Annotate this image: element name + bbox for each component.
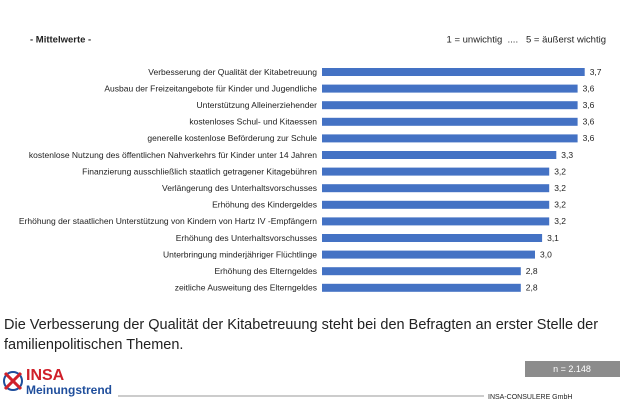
caption-line: familienpolitischen Themen. <box>4 337 183 353</box>
category-label: Verbesserung der Qualität der Kitabetreu… <box>148 67 317 77</box>
value-label: 3,2 <box>554 216 566 226</box>
bar <box>322 250 535 259</box>
category-label: generelle kostenlose Beförderung zur Sch… <box>147 133 317 143</box>
bar <box>322 217 550 226</box>
value-label: 2,8 <box>526 283 538 293</box>
sample-size: n = 2.148 <box>553 364 591 374</box>
bar <box>322 167 550 176</box>
category-label: Erhöhung des Kindergeldes <box>212 200 317 210</box>
footer: INSA-CONSULERE GmbH <box>488 394 572 401</box>
value-label: 3,2 <box>554 183 566 193</box>
category-label: Ausbau der Freizeitangebote für Kinder u… <box>104 83 317 93</box>
logo-ring <box>3 371 23 391</box>
value-label: 3,6 <box>583 83 595 93</box>
value-label: 3,2 <box>554 200 566 210</box>
value-label: 3,3 <box>561 150 573 160</box>
scale-note: 1 = unwichtig .... 5 = äußerst wichtig <box>447 35 606 46</box>
logo-cross <box>3 371 23 391</box>
value-label: 3,6 <box>583 133 595 143</box>
value-label: 3,6 <box>583 117 595 127</box>
bar <box>322 134 578 143</box>
bar <box>322 68 585 76</box>
category-label: kostenloses Schul- und Kitaessen <box>189 117 317 127</box>
bar <box>322 267 521 276</box>
logo-name: INSA <box>26 367 65 384</box>
value-label: 2,8 <box>526 266 538 276</box>
bar <box>322 117 578 126</box>
category-label: Erhöhung des Unterhaltsvorschusses <box>176 233 317 243</box>
value-label: 3,7 <box>590 67 602 77</box>
sample-box <box>525 361 620 377</box>
category-label: Unterstützung Alleinerziehender <box>197 100 318 110</box>
logo-tagline: Meinungstrend <box>26 383 112 397</box>
category-label: Unterbringung minderjähriger Flüchtlinge <box>163 249 317 259</box>
value-label: 3,1 <box>547 233 559 243</box>
bar <box>322 101 578 110</box>
chart-title: - Mittelwerte - <box>30 35 91 46</box>
category-label: Verlängerung des Unterhaltsvorschusses <box>162 183 317 193</box>
category-label: Finanzierung ausschließlich staatlich ge… <box>82 166 317 176</box>
value-label: 3,0 <box>540 249 552 259</box>
value-label: 3,2 <box>554 166 566 176</box>
category-label: kostenlose Nutzung des öffentlichen Nahv… <box>29 150 317 160</box>
bar <box>322 234 543 242</box>
category-label: zeitliche Ausweitung des Elterngeldes <box>175 283 317 293</box>
value-label: 3,6 <box>583 100 595 110</box>
bar <box>322 151 557 159</box>
caption-line: Die Verbesserung der Qualität der Kitabe… <box>4 317 598 333</box>
bar <box>322 283 521 292</box>
category-label: Erhöhung der staatlichen Unterstützung v… <box>19 216 317 226</box>
logo: INSA Meinungstrend <box>3 367 112 397</box>
bar <box>322 184 550 193</box>
category-label: Erhöhung des Elterngeldes <box>214 266 317 276</box>
bar <box>322 84 578 93</box>
bar <box>322 200 550 209</box>
